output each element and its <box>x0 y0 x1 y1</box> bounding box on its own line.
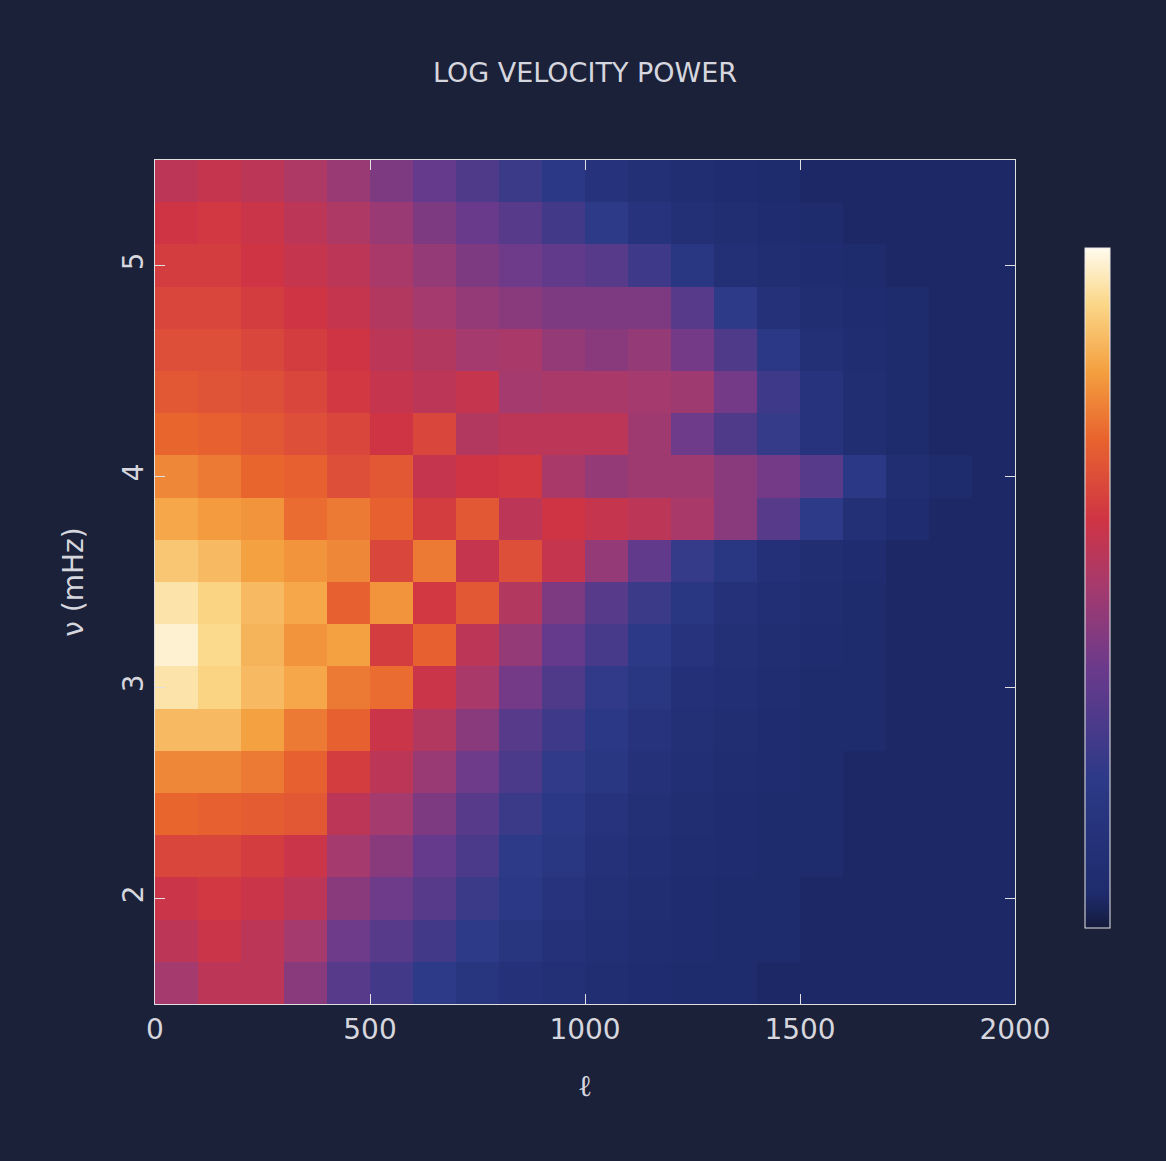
svg-text:500: 500 <box>343 1013 396 1046</box>
svg-text:LOG VELOCITY POWER: LOG VELOCITY POWER <box>433 57 737 88</box>
svg-text:0: 0 <box>146 1013 164 1046</box>
svg-text:ν (mHz): ν (mHz) <box>57 527 90 636</box>
svg-text:5: 5 <box>117 252 150 270</box>
svg-text:3: 3 <box>117 674 150 692</box>
svg-text:2: 2 <box>117 885 150 903</box>
svg-text:1500: 1500 <box>764 1013 835 1046</box>
svg-text:2000: 2000 <box>979 1013 1050 1046</box>
svg-text:ℓ: ℓ <box>578 1068 592 1103</box>
svg-text:1000: 1000 <box>549 1013 620 1046</box>
svg-text:4: 4 <box>117 463 150 481</box>
